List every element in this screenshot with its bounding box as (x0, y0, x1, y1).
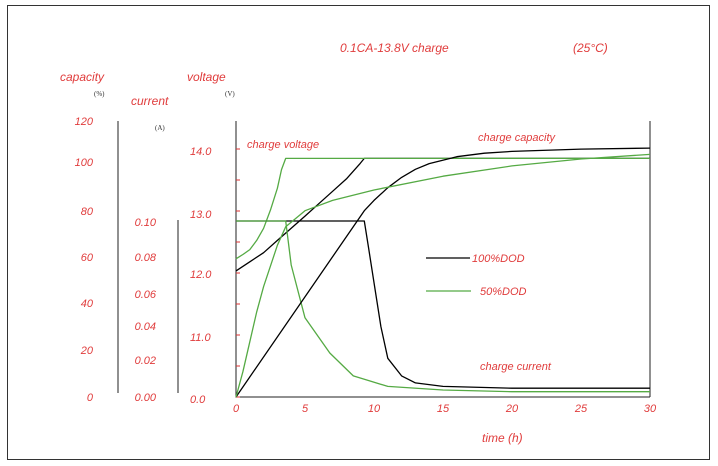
legend-label-100dod: 100%DOD (472, 253, 525, 265)
legend-label-50dod: 50%DOD (480, 286, 527, 298)
x-axis-label: time (h) (482, 431, 523, 445)
capacity-tick-label: 120 (75, 116, 94, 128)
capacity-tick-label: 20 (80, 345, 94, 357)
x-tick-label: 0 (233, 403, 240, 415)
x-tick-label: 5 (302, 403, 309, 415)
capacity-tick-label: 0 (87, 392, 94, 404)
capacity-axis-unit: (%) (94, 90, 105, 98)
current-tick-label: 0.04 (135, 321, 156, 333)
series-current-50dod (236, 220, 650, 393)
x-tick-label: 25 (574, 403, 588, 415)
current-axis-unit: (A) (155, 124, 165, 132)
current-tick-label: 0.02 (135, 355, 156, 367)
voltage-axis-label: voltage (187, 70, 226, 84)
voltage-tick-label: 0.0 (190, 394, 206, 406)
capacity-tick-label: 100 (75, 157, 94, 169)
capacity-tick-label: 80 (81, 206, 94, 218)
current-axis-label: current (131, 94, 169, 108)
annotation-charge-capacity: charge capacity (478, 132, 557, 144)
x-tick-label: 30 (644, 403, 657, 415)
plot-axes (235, 121, 650, 398)
current-tick-label: 0.08 (135, 252, 157, 264)
current-tick-label: 0.06 (135, 289, 157, 301)
series-voltage-100dod (235, 157, 650, 272)
current-tick-label: 0.00 (135, 392, 157, 404)
capacity-tick-label: 40 (81, 298, 94, 310)
series-capacity-50dod (235, 153, 651, 398)
x-tick-label: 10 (368, 403, 381, 415)
series-voltage-50dod (235, 157, 650, 260)
x-tick-label: 20 (505, 403, 519, 415)
annotation-charge-voltage: charge voltage (247, 139, 319, 151)
voltage-tick-label: 11.0 (190, 332, 211, 344)
chart-title: 0.1CA-13.8V charge (340, 41, 449, 55)
capacity-axis-label: capacity (60, 70, 105, 84)
voltage-axis-unit: (V) (225, 90, 235, 98)
voltage-tick-label: 13.0 (190, 209, 212, 221)
chart-subtitle: (25°C) (573, 41, 608, 55)
voltage-tick-label: 12.0 (190, 269, 212, 281)
current-tick-label: 0.10 (135, 217, 157, 229)
chart-frame (7, 5, 710, 460)
voltage-tick-label: 14.0 (190, 146, 212, 158)
capacity-tick-label: 60 (81, 252, 94, 264)
x-tick-label: 15 (437, 403, 450, 415)
series-current-100dod (236, 220, 650, 389)
series-capacity-100dod (235, 147, 651, 398)
annotation-charge-current: charge current (480, 361, 552, 373)
